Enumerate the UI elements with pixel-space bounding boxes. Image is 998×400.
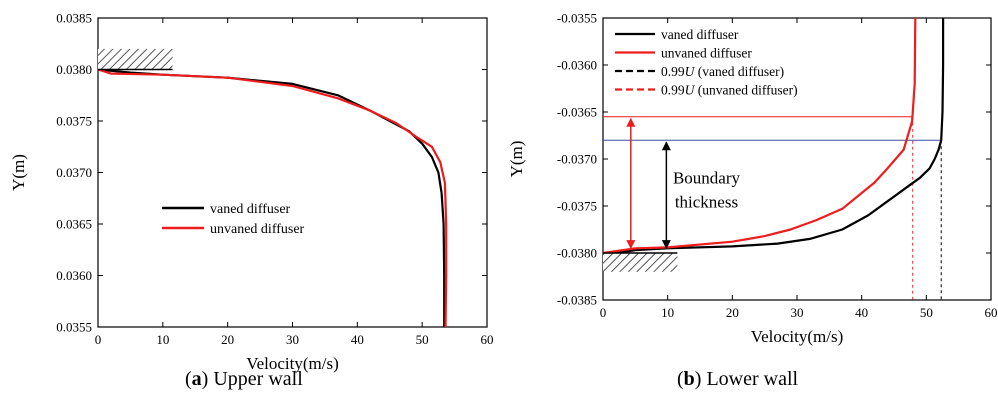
wall-hatch [603, 253, 678, 272]
series-line-vaned [97, 68, 446, 327]
x-tick-label: 60 [481, 332, 494, 347]
y-tick-label: 0.0365 [56, 217, 92, 232]
y-tick-label: 0.0375 [56, 114, 92, 129]
y-tick-label: 0.0370 [56, 165, 92, 180]
caption-b-letter: b [683, 368, 695, 390]
caption-b: (b) Lower wall [677, 368, 799, 390]
caption-a-text: Upper wall [213, 368, 303, 390]
annotation-boundary-thickness: thickness [675, 192, 738, 211]
y-tick-label: 0.0385 [56, 11, 92, 26]
y-tick-label: -0.0360 [557, 58, 597, 73]
series-line-unvaned [97, 68, 448, 328]
y-tick-label: -0.0365 [557, 105, 597, 120]
x-tick-label: 10 [661, 305, 674, 320]
caption-a-letter: a [191, 368, 202, 390]
y-axis-label: Y(m) [507, 141, 526, 178]
y-tick-label: -0.0380 [557, 246, 597, 261]
caption-b-text: Lower wall [706, 368, 799, 390]
x-tick-label: 50 [920, 305, 933, 320]
x-tick-label: 40 [351, 332, 364, 347]
x-tick-label: 20 [726, 305, 739, 320]
x-tick-label: 50 [416, 332, 429, 347]
y-tick-label: 0.0355 [56, 320, 92, 335]
legend-label: unvaned diffuser [210, 222, 305, 237]
x-tick-label: 10 [156, 332, 169, 347]
x-tick-label: 30 [791, 305, 804, 320]
legend-label: 0.99U (unvaned diffuser) [661, 83, 798, 98]
wall-hatch [98, 48, 173, 70]
x-axis-label: Velocity(m/s) [246, 354, 339, 373]
legend-label: vaned diffuser [210, 202, 291, 217]
legend-label: vaned diffuser [661, 27, 739, 42]
y-tick-label: -0.0355 [557, 11, 597, 26]
legend-label: unvaned diffuser [661, 46, 752, 61]
y-tick-label: -0.0375 [557, 199, 597, 214]
annotation-boundary-thickness: Boundary [673, 168, 741, 187]
x-tick-label: 0 [600, 305, 607, 320]
chart-lower-wall: 0 10 20 30 40 50 60 -0.0385 -0.0380 -0.0375 -0.037… [507, 11, 998, 347]
legend-label: 0.99U (vaned diffuser) [661, 64, 784, 79]
y-tick-label: 0.0380 [56, 62, 92, 77]
series-line-unvaned [602, 17, 917, 255]
y-axis-label: Y(m) [9, 154, 28, 191]
series-line-vaned [602, 18, 945, 256]
y-tick-label: -0.0370 [557, 152, 597, 167]
x-tick-label: 60 [985, 305, 998, 320]
y-tick-label: -0.0385 [557, 293, 597, 308]
y-tick-label: 0.0360 [56, 268, 92, 283]
x-tick-label: 0 [95, 332, 102, 347]
chart-upper-wall: 0 10 20 30 40 50 60 0.0355 0.0360 0.0365 0.0370 0.0… [9, 11, 494, 374]
x-tick-label: 30 [286, 332, 299, 347]
x-tick-label: 20 [221, 332, 234, 347]
x-axis-label: Velocity(m/s) [751, 327, 844, 346]
x-tick-label: 40 [855, 305, 868, 320]
caption-a: (a) Upper wall [185, 368, 303, 390]
